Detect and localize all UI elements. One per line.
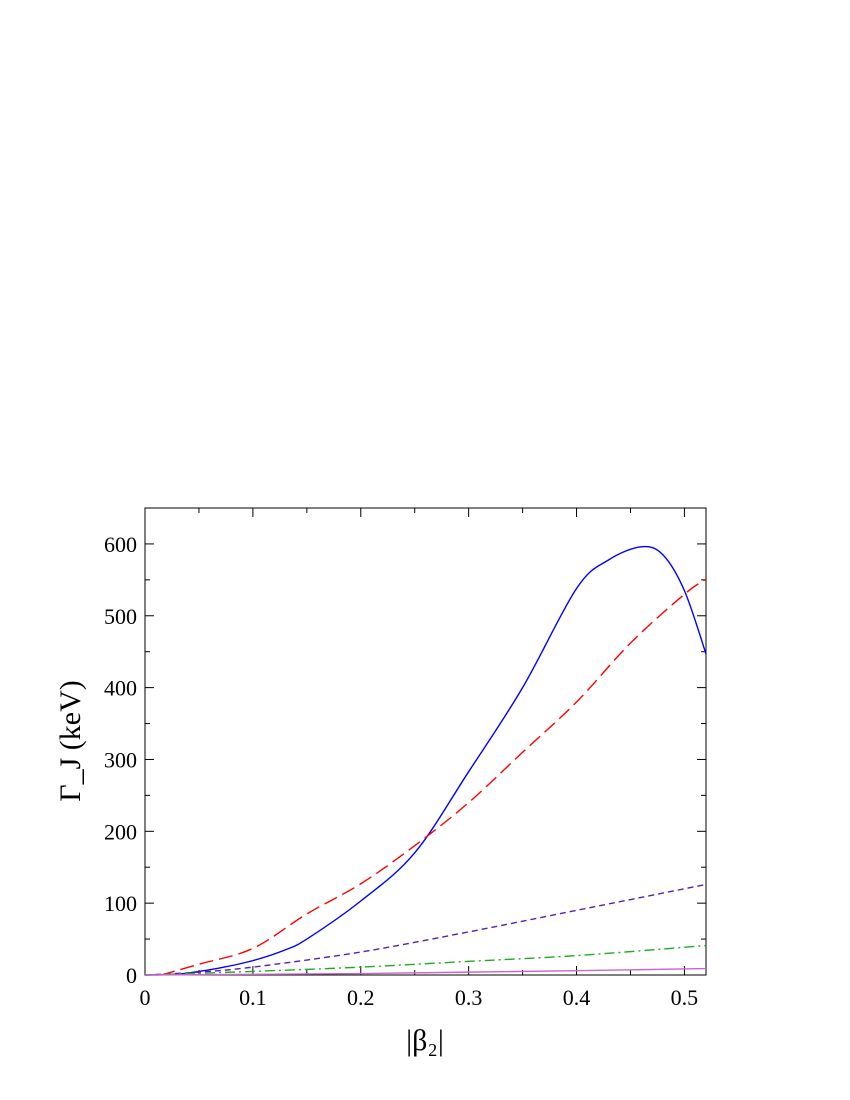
plot-frame [144,507,707,976]
x-tick-label: 0.3 [455,985,483,1010]
ticks: 0 0.1 0.2 0.3 0.4 0.5 0 100 200 300 400 500 600 [104,508,706,1010]
x-tick-label: 0.2 [347,985,375,1010]
y-axis-title-text: Γ_J (keV) [54,680,87,801]
y-tick-label: 100 [104,891,137,916]
series-group [144,545,707,976]
x-tick-label: 0 [140,985,151,1010]
y-tick-label: 200 [104,819,137,844]
x-tick-label: 0.5 [671,985,699,1010]
series-line-4 [144,944,707,976]
y-tick-label: 500 [104,604,137,629]
series-line-3 [144,883,707,976]
series-line-2 [160,578,707,976]
y-tick-label: 0 [126,963,137,988]
y-axis-title: Γ_J (keV) [54,680,87,801]
x-tick-label: 0.4 [563,985,591,1010]
x-axis-title: |β₂| [406,1024,444,1057]
series-line-1 [144,545,707,976]
x-tick-label: 0.1 [239,985,267,1010]
series-line-5 [144,967,707,976]
y-tick-label: 600 [104,532,137,557]
y-tick-label: 300 [104,747,137,772]
y-tick-label: 400 [104,676,137,701]
